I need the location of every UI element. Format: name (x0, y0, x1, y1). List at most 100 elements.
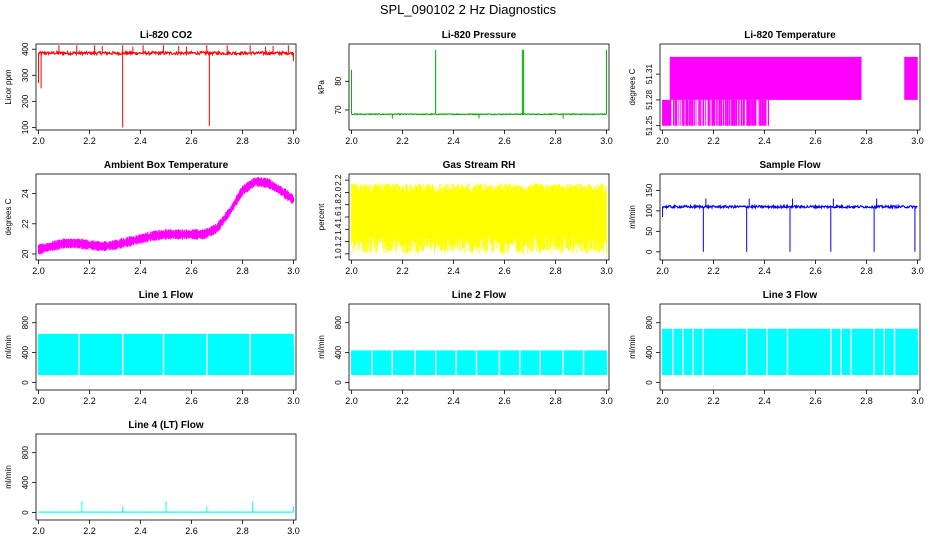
x-tick-label: 2.8 (236, 526, 249, 536)
plot-frame (35, 43, 297, 131)
x-tick-label: 2.4 (134, 266, 147, 276)
x-tick-label: 2.4 (758, 136, 771, 146)
y-tick-label: 150 (645, 183, 654, 197)
series-band (904, 56, 918, 100)
y-tick-label: 1.4 (334, 223, 343, 235)
y-tick-label: 1.6 (334, 211, 343, 223)
plot-frame (659, 43, 921, 131)
x-tick-label: 2.6 (185, 526, 198, 536)
x-tick-label: 3.0 (287, 526, 300, 536)
y-tick-label: 2.2 (334, 174, 343, 186)
plot-frame (659, 303, 921, 391)
data-layer (351, 49, 607, 119)
x-tick-label: 2.2 (83, 396, 96, 406)
data-layer (38, 177, 294, 255)
series-band (662, 328, 918, 375)
x-tick-label: 2.0 (32, 266, 45, 276)
x-tick-label: 2.0 (656, 396, 669, 406)
y-tick-label: 50 (645, 226, 654, 235)
chart-title: Line 3 Flow (763, 290, 818, 301)
x-tick-label: 2.8 (236, 136, 249, 146)
x-tick-label: 2.8 (860, 136, 873, 146)
data-layer (351, 183, 607, 254)
x-tick-label: 2.8 (860, 266, 873, 276)
x-tick-label: 2.4 (134, 396, 147, 406)
chart-title: Li-820 CO2 (140, 30, 193, 41)
series-band (351, 350, 607, 375)
x-tick-label: 2.6 (185, 266, 198, 276)
y-tick-label: 400 (21, 475, 30, 489)
series-band (38, 333, 294, 375)
y-tick-label: 0 (645, 380, 654, 385)
chart-title: Line 4 (LT) Flow (128, 420, 204, 431)
x-tick-label: 2.8 (236, 266, 249, 276)
y-tick-label: 800 (21, 315, 30, 329)
y-tick-label: 24 (21, 189, 30, 198)
data-layer (351, 350, 608, 376)
figure-title: SPL_090102 2 Hz Diagnostics (379, 2, 557, 17)
series-gaps (672, 328, 896, 375)
y-tick-label: 0 (334, 380, 343, 385)
y-axis-label: ml/min (317, 335, 326, 359)
y-axis-label: ml/min (628, 205, 637, 229)
y-tick-label: 800 (334, 315, 343, 329)
data-layer (38, 333, 295, 376)
y-tick-label: 22 (21, 219, 30, 228)
x-tick-label: 2.2 (83, 526, 96, 536)
x-tick-label: 2.4 (447, 136, 460, 146)
plot-frame (35, 303, 297, 391)
chart-title: Line 1 Flow (139, 290, 194, 301)
x-tick-label: 2.0 (656, 136, 669, 146)
x-tick-label: 2.6 (809, 136, 822, 146)
y-tick-label: 51.28 (645, 89, 654, 110)
chart-panel-10: Line 4 (LT) Flow ml/min 2.0 2.2 2.4 2.6 2.8 3.0… (4, 420, 300, 536)
y-axis-label: degrees C (628, 68, 637, 105)
chart-panel-9: Line 3 Flow ml/min 2.0 2.2 2.4 2.6 2.8 3.0 0 400 8… (628, 290, 924, 406)
plot-frame (659, 173, 921, 261)
plot-frame (35, 433, 297, 521)
data-layer (662, 198, 918, 252)
x-tick-label: 2.6 (498, 396, 511, 406)
chart-title: Li-820 Temperature (744, 30, 836, 41)
x-tick-label: 3.0 (287, 136, 300, 146)
chart-panel-3: Li-820 Temperature degrees C 2.0 2.2 2.4 2.6 2… (628, 30, 924, 146)
chart-title: Li-820 Pressure (442, 30, 517, 41)
x-tick-label: 3.0 (911, 136, 924, 146)
chart-title: Sample Flow (759, 160, 820, 171)
series-line (351, 112, 607, 116)
chart-panel-1: Li-820 CO2 Licor ppm 2.0 2.2 2.4 2.6 2.8 3.0 100… (4, 30, 300, 146)
y-tick-label: 80 (334, 76, 343, 85)
x-tick-label: 2.4 (134, 136, 147, 146)
chart-title: Line 2 Flow (452, 290, 507, 301)
x-tick-label: 2.2 (83, 136, 96, 146)
x-tick-label: 2.0 (32, 526, 45, 536)
y-tick-label: 100 (21, 120, 30, 134)
y-tick-label: 400 (21, 42, 30, 56)
x-tick-label: 2.0 (345, 266, 358, 276)
x-tick-label: 2.0 (345, 136, 358, 146)
chart-title: Gas Stream RH (443, 160, 516, 171)
x-tick-label: 2.4 (447, 396, 460, 406)
x-tick-label: 2.8 (236, 396, 249, 406)
series-band (669, 56, 862, 100)
series-line (662, 203, 918, 211)
x-tick-label: 2.8 (549, 396, 562, 406)
y-tick-label: 800 (645, 315, 654, 329)
x-tick-label: 2.6 (498, 136, 511, 146)
x-tick-label: 3.0 (600, 396, 613, 406)
series-line (38, 49, 295, 57)
y-axis-label: degrees C (4, 198, 13, 235)
series-trend (38, 177, 294, 255)
chart-panel-4: Ambient Box Temperature degrees C 2.0 2.2 2.… (4, 160, 300, 276)
x-tick-label: 2.0 (345, 396, 358, 406)
x-tick-label: 2.4 (758, 266, 771, 276)
plot-frame (348, 43, 610, 131)
x-tick-label: 2.6 (809, 396, 822, 406)
x-tick-label: 2.2 (707, 266, 720, 276)
chart-title: Ambient Box Temperature (104, 160, 229, 171)
x-tick-label: 3.0 (911, 396, 924, 406)
y-tick-label: 51.25 (645, 115, 654, 136)
x-tick-label: 2.6 (498, 266, 511, 276)
